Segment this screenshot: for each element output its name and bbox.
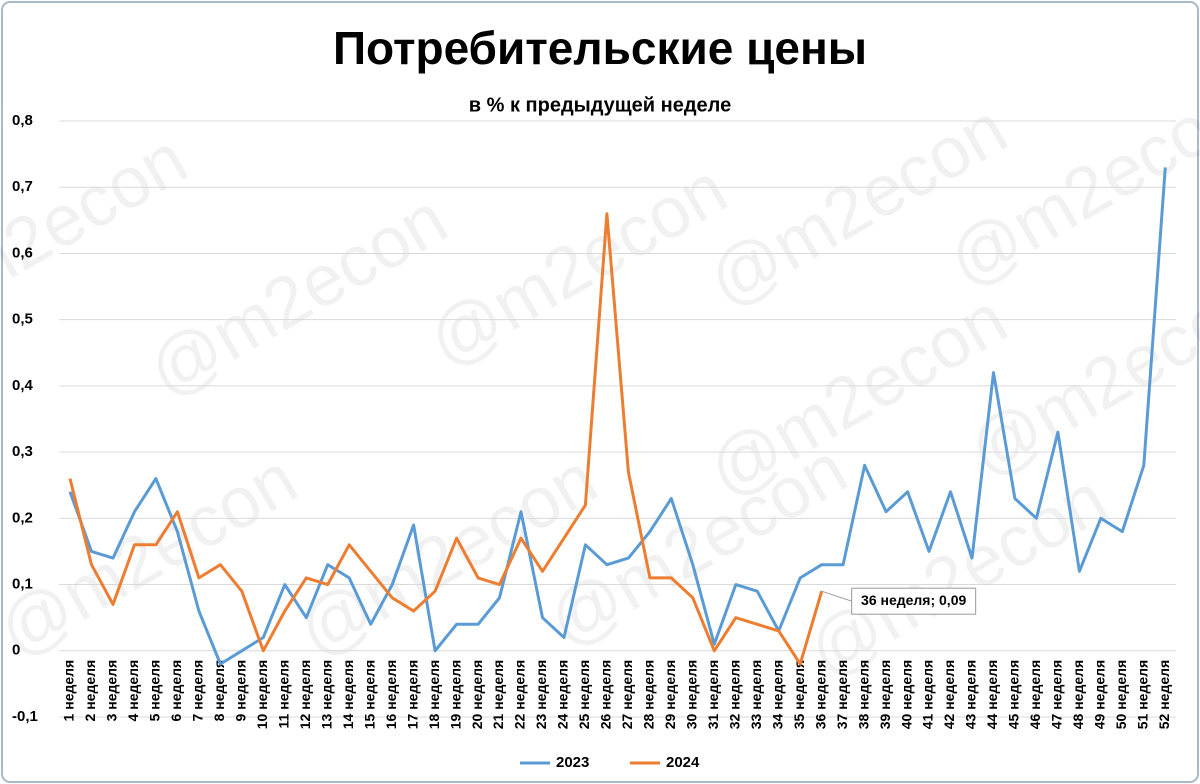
x-tick-label: 38 неделя xyxy=(855,660,871,729)
x-tick-label: 49 неделя xyxy=(1092,660,1108,729)
x-tick-label: 11 неделя xyxy=(275,660,291,729)
x-tick-label: 26 неделя xyxy=(598,660,614,729)
x-tick-label: 14 неделя xyxy=(340,660,356,729)
y-tick-label: -0,1 xyxy=(12,708,38,725)
x-tick-label: 46 неделя xyxy=(1027,660,1043,729)
x-tick-label: 43 неделя xyxy=(963,660,979,729)
y-tick-label: 0,5 xyxy=(12,311,33,328)
x-tick-label: 24 неделя xyxy=(555,660,571,729)
y-tick-label: 0,6 xyxy=(12,244,33,261)
x-tick-label: 39 неделя xyxy=(877,660,893,729)
series-line xyxy=(68,167,1167,666)
x-tick-label: 45 неделя xyxy=(1006,660,1022,729)
y-tick-label: 0,4 xyxy=(12,377,34,394)
x-tick-label: 44 неделя xyxy=(984,660,1000,729)
legend-label: 2023 xyxy=(556,754,589,771)
data-label: 36 неделя; 0,09 xyxy=(861,592,966,608)
y-tick-label: 0,2 xyxy=(12,509,33,526)
x-tick-label: 48 неделя xyxy=(1070,660,1086,729)
x-tick-label: 42 неделя xyxy=(941,660,957,729)
x-tick-label: 50 неделя xyxy=(1113,660,1129,729)
x-tick-label: 41 неделя xyxy=(920,660,936,729)
series-line xyxy=(68,212,824,666)
x-tick-label: 23 неделя xyxy=(533,660,549,729)
x-tick-label: 8 неделя xyxy=(211,660,227,722)
y-tick-label: 0,8 xyxy=(12,112,33,129)
x-tick-label: 2 неделя xyxy=(82,660,98,722)
x-tick-label: 6 неделя xyxy=(168,660,184,722)
x-tick-label: 1 неделя xyxy=(61,660,77,722)
y-tick-label: 0 xyxy=(12,642,20,659)
x-tick-label: 28 неделя xyxy=(641,660,657,729)
x-tick-label: 21 неделя xyxy=(490,660,506,729)
label-box xyxy=(851,587,977,615)
x-tick-label: 17 неделя xyxy=(404,660,420,729)
x-tick-label: 16 неделя xyxy=(383,660,399,729)
chart-title: Потребительские цены xyxy=(333,22,867,74)
legend-label: 2024 xyxy=(666,754,700,771)
y-tick-label: 0,3 xyxy=(12,443,33,460)
x-tick-label: 5 неделя xyxy=(147,660,163,722)
x-tick-label: 31 неделя xyxy=(705,660,721,729)
x-tick-label: 36 неделя xyxy=(812,660,828,729)
x-tick-label: 29 неделя xyxy=(662,660,678,729)
x-tick-label: 34 неделя xyxy=(769,660,785,729)
x-tick-label: 9 неделя xyxy=(233,660,249,722)
x-tick-label: 33 неделя xyxy=(748,660,764,729)
x-tick-label: 4 неделя xyxy=(125,660,141,722)
x-tick-label: 20 неделя xyxy=(469,660,485,729)
x-tick-label: 3 неделя xyxy=(104,660,120,722)
x-tick-label: 13 неделя xyxy=(318,660,334,729)
x-tick-label: 10 неделя xyxy=(254,660,270,729)
chart-subtitle: в % к предыдущей неделе xyxy=(469,94,731,116)
label-leader xyxy=(821,590,852,602)
x-tick-label: 12 неделя xyxy=(297,660,313,729)
x-tick-label: 27 неделя xyxy=(619,660,635,729)
x-tick-label: 7 неделя xyxy=(190,660,206,722)
x-tick-label: 32 неделя xyxy=(726,660,742,729)
x-tick-label: 30 неделя xyxy=(684,660,700,729)
x-tick-label: 47 неделя xyxy=(1049,660,1065,729)
x-tick-label: 19 неделя xyxy=(447,660,463,729)
x-tick-label: 51 неделя xyxy=(1134,660,1150,729)
x-tick-label: 52 неделя xyxy=(1156,660,1172,729)
y-tick-label: 0,1 xyxy=(12,576,33,593)
x-tick-label: 37 неделя xyxy=(834,660,850,729)
x-tick-label: 15 неделя xyxy=(361,660,377,729)
y-tick-label: 0,7 xyxy=(12,178,33,195)
x-tick-label: 18 неделя xyxy=(426,660,442,729)
x-tick-label: 25 неделя xyxy=(576,660,592,729)
x-tick-label: 35 неделя xyxy=(791,660,807,729)
x-tick-label: 40 неделя xyxy=(898,660,914,729)
x-tick-label: 22 неделя xyxy=(512,660,528,729)
